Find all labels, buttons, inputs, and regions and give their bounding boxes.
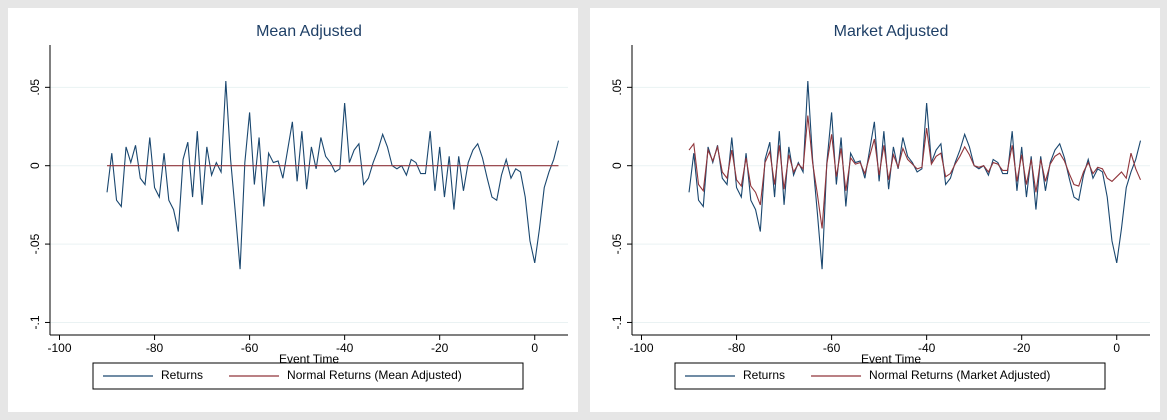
legend-label: Normal Returns (Mean Adjusted) [287, 368, 462, 382]
legend-label: Returns [161, 368, 203, 382]
y-tick-label: -.1 [28, 315, 42, 329]
legend-label: Normal Returns (Market Adjusted) [869, 368, 1050, 382]
y-tick-label: -.05 [28, 233, 42, 254]
y-tick-label: 0 [610, 162, 624, 169]
legend-box [674, 362, 1106, 390]
x-tick-label: -20 [431, 341, 449, 355]
y-tick-label: 0 [28, 162, 42, 169]
y-tick-label: -.1 [610, 315, 624, 329]
legend-box [92, 362, 524, 390]
x-tick-label: 0 [531, 341, 538, 355]
y-tick-label: .05 [28, 79, 42, 96]
x-tick-label: -40 [918, 341, 936, 355]
x-tick-label: -100 [629, 341, 653, 355]
series-line [688, 115, 1142, 229]
legend-label: Returns [743, 368, 785, 382]
chart-title: Market Adjusted [834, 23, 949, 40]
series-line [106, 81, 560, 270]
y-tick-label: .05 [610, 79, 624, 96]
x-tick-label: -40 [336, 341, 354, 355]
x-tick-label: -80 [728, 341, 746, 355]
x-tick-label: -80 [146, 341, 164, 355]
x-tick-label: -60 [823, 341, 841, 355]
panel [8, 8, 578, 412]
x-tick-label: -20 [1013, 341, 1031, 355]
panel [590, 8, 1160, 412]
x-tick-label: -60 [241, 341, 259, 355]
chart-title: Mean Adjusted [256, 23, 362, 40]
x-tick-label: -100 [47, 341, 71, 355]
x-tick-label: 0 [1113, 341, 1120, 355]
y-tick-label: -.05 [610, 233, 624, 254]
